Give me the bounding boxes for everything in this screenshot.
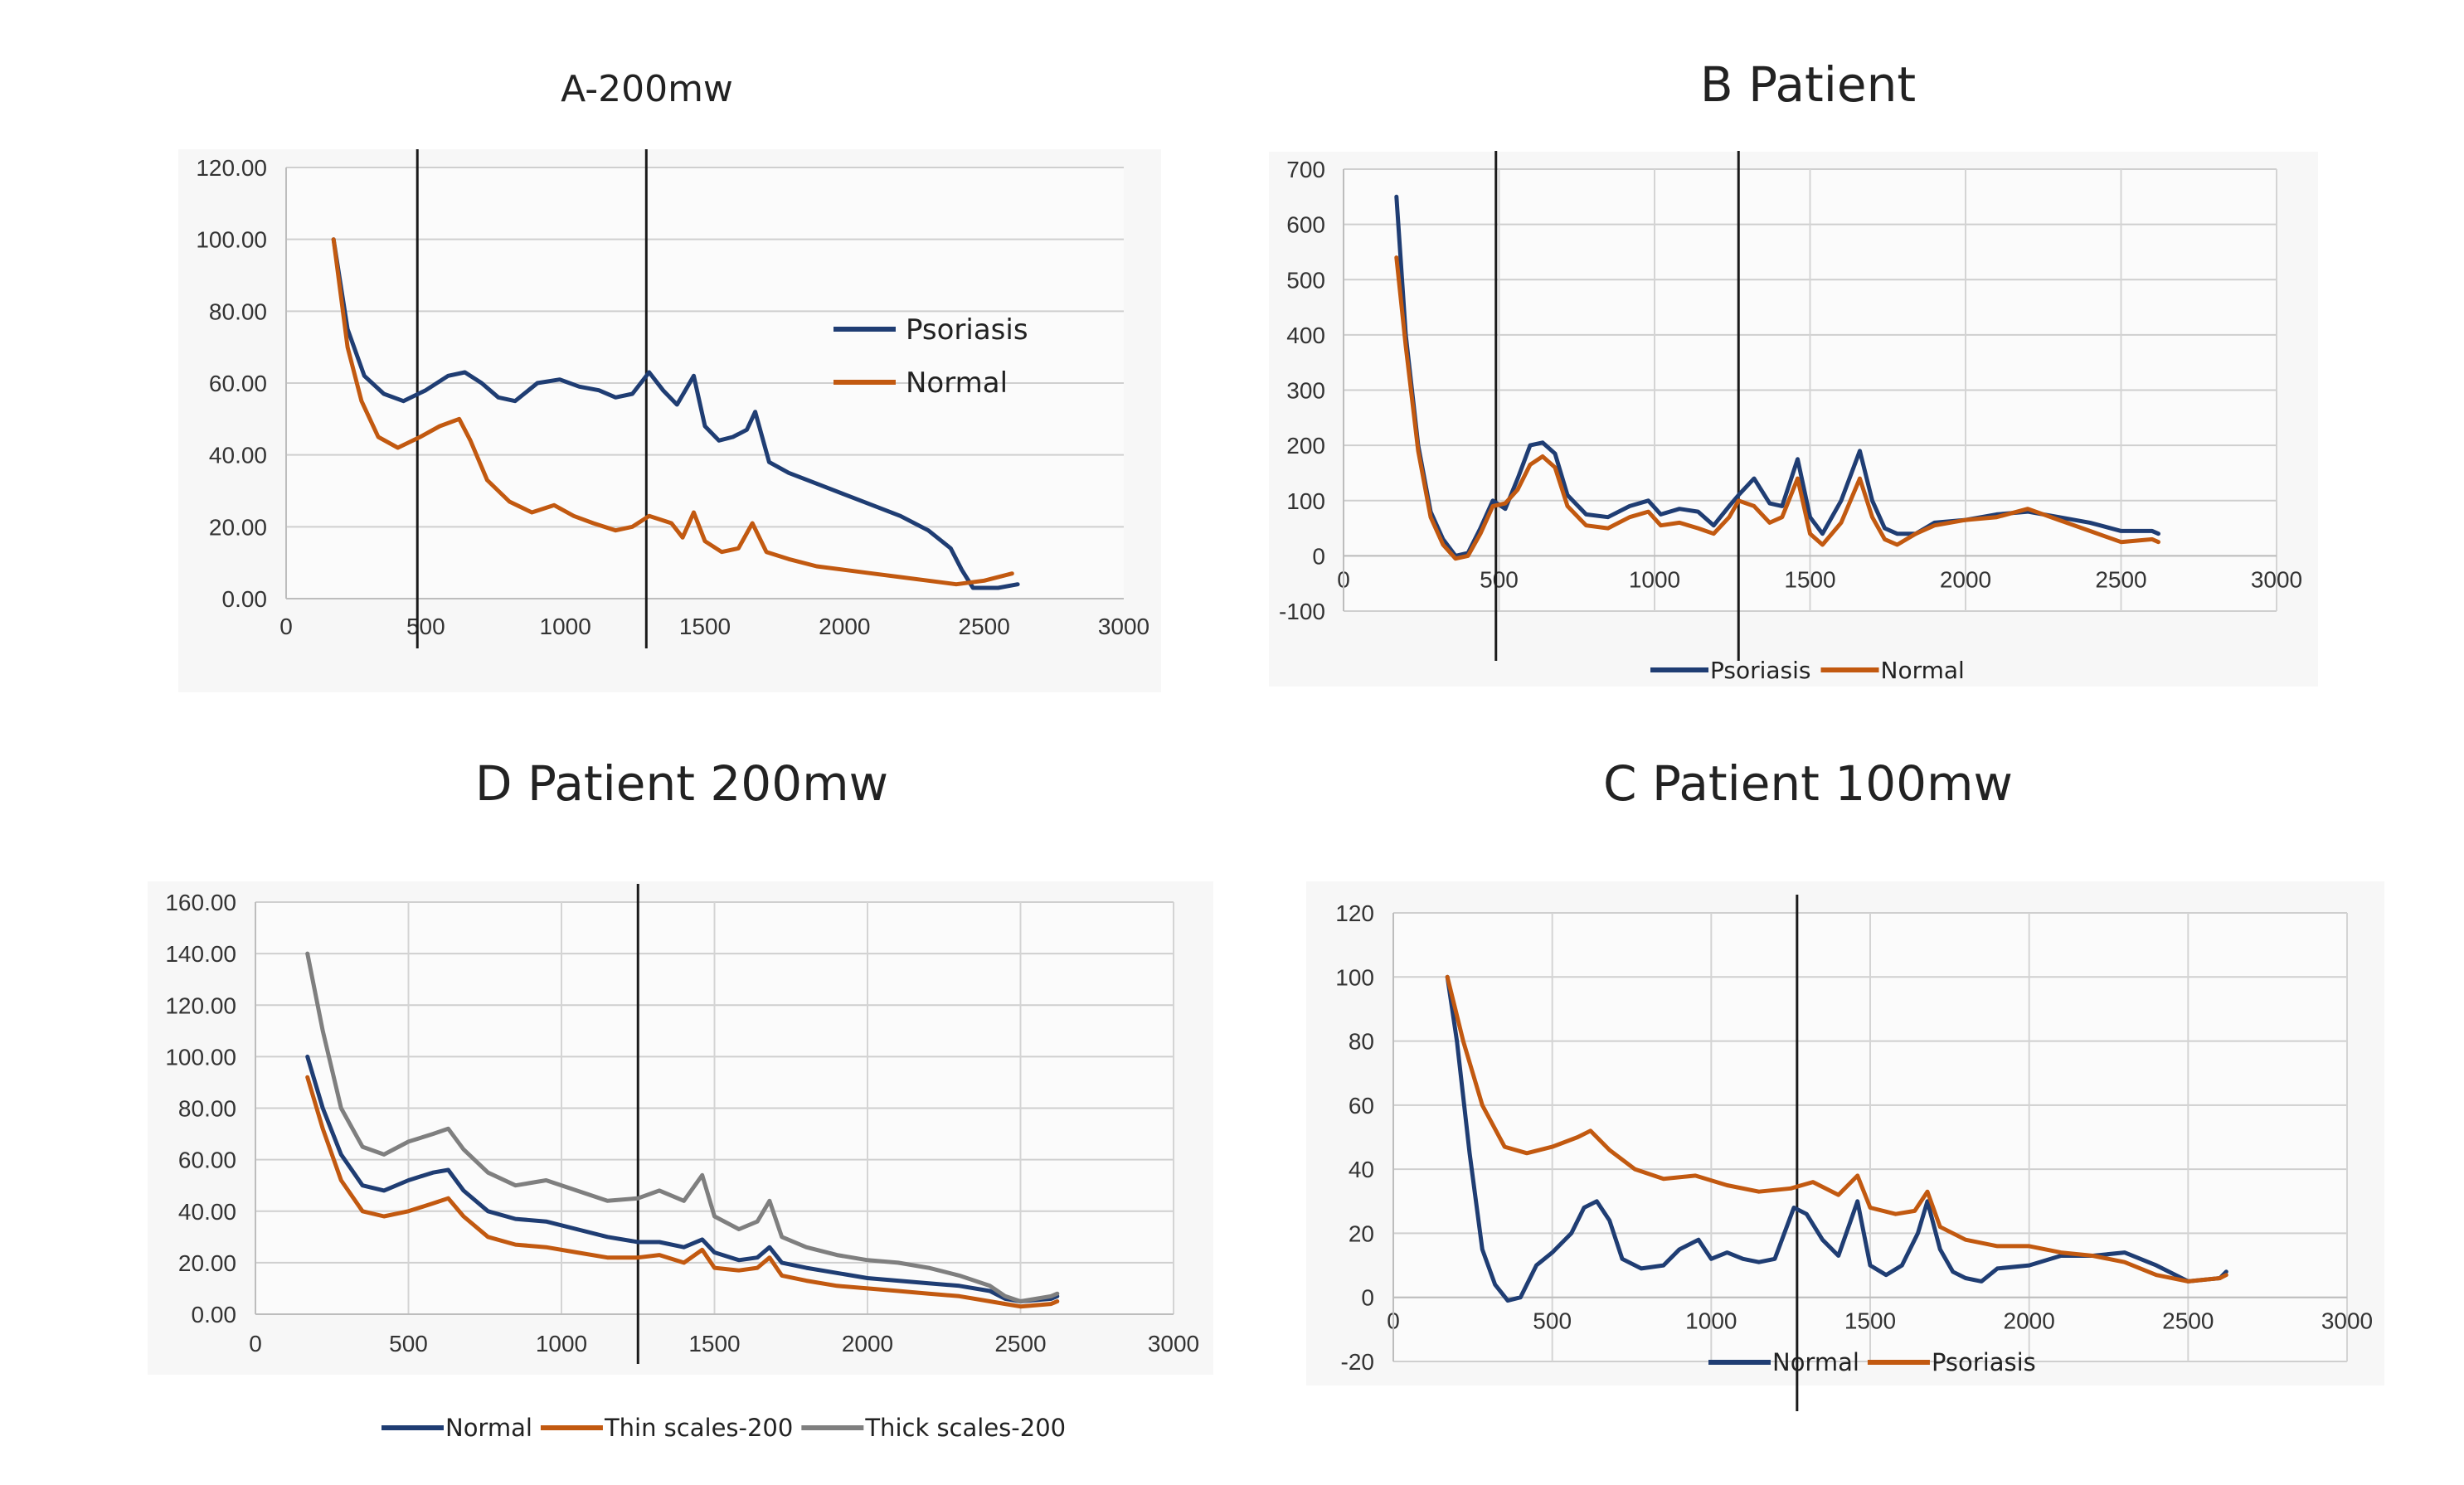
y-tick-label: 600	[1286, 212, 1325, 238]
x-tick-label: 2500	[2095, 566, 2146, 592]
y-tick-label: 20.00	[178, 1250, 236, 1276]
x-tick-label: 1000	[536, 1331, 587, 1356]
x-tick-label: 500	[406, 614, 445, 639]
x-tick-label: 2500	[2162, 1308, 2214, 1334]
series-line-normal	[331, 237, 1014, 587]
x-tick-label: 2500	[994, 1331, 1046, 1356]
legend-label: Normal	[1881, 657, 1965, 684]
legend-label: Psoriasis	[1710, 657, 1811, 684]
chart-b: B Patient-100010020030040050060070005001…	[1269, 56, 2318, 687]
x-tick-label: 500	[1533, 1308, 1572, 1334]
y-tick-label: 120.00	[165, 992, 236, 1018]
legend-label: Normal	[1772, 1348, 1859, 1376]
legend: Normal Thin scales-200 Thick scales-200	[382, 1414, 1066, 1442]
y-tick-label: 200	[1286, 433, 1325, 459]
x-tick-label: 2000	[2004, 1308, 2055, 1334]
y-tick-label: 20.00	[209, 514, 267, 540]
x-tick-label: 2000	[842, 1331, 893, 1356]
x-tick-label: 3000	[1098, 614, 1149, 639]
legend-label: Thick scales-200	[864, 1414, 1066, 1442]
chart-title: D Patient 200mw	[475, 755, 888, 812]
y-tick-label: -20	[1341, 1349, 1374, 1375]
x-tick-label: 1500	[679, 614, 731, 639]
y-tick-label: 100.00	[165, 1044, 236, 1070]
x-tick-label: 1000	[540, 614, 591, 639]
chart-title: C Patient 100mw	[1603, 755, 2013, 812]
y-tick-label: 700	[1286, 157, 1325, 182]
legend-label: Thin scales-200	[604, 1414, 793, 1442]
y-tick-label: 60.00	[178, 1148, 236, 1173]
series-line-normal	[1445, 974, 2228, 1303]
x-tick-label: 3000	[2321, 1308, 2373, 1334]
y-tick-label: 0	[1312, 543, 1325, 569]
x-tick-label: 2500	[959, 614, 1010, 639]
series-line-thin-scales-200	[305, 1075, 1060, 1309]
legend-label: Psoriasis	[906, 313, 1028, 347]
y-tick-label: 100	[1286, 488, 1325, 514]
x-tick-label: 3000	[1148, 1331, 1199, 1356]
y-tick-label: 80	[1349, 1029, 1374, 1055]
y-tick-label: 400	[1286, 323, 1325, 348]
legend-label: Psoriasis	[1932, 1348, 2036, 1376]
legend: Psoriasis Normal	[1650, 657, 1965, 684]
legend: Normal Psoriasis	[1708, 1348, 2036, 1376]
y-tick-label: 100	[1335, 964, 1374, 990]
x-tick-label: 0	[249, 1331, 262, 1356]
y-tick-label: 0.00	[192, 1302, 237, 1327]
legend: Psoriasis Normal	[833, 313, 1028, 400]
y-tick-label: 100.00	[196, 227, 267, 253]
y-tick-label: -100	[1279, 599, 1325, 624]
y-tick-label: 120.00	[196, 155, 267, 181]
x-tick-label: 1500	[1844, 1308, 1896, 1334]
legend-label: Normal	[906, 366, 1008, 400]
series-line-thick-scales-200	[305, 951, 1060, 1303]
y-tick-label: 80.00	[209, 298, 267, 324]
x-tick-label: 500	[389, 1331, 428, 1356]
chart-title: B Patient	[1700, 56, 1916, 113]
y-tick-label: 60	[1349, 1093, 1374, 1119]
y-tick-label: 160.00	[165, 890, 236, 915]
chart-d: D Patient 200mw 0.00 20.00 40.00 60.00 80.00 1…	[148, 755, 1213, 1442]
chart-c: C Patient 100mw-200204060801001200500100…	[1306, 755, 2384, 1411]
y-tick-label: 0	[1361, 1285, 1374, 1311]
x-tick-label: 2000	[819, 614, 870, 639]
series-line-normal	[305, 1054, 1060, 1303]
y-tick-label: 40.00	[209, 443, 267, 468]
y-tick-label: 40.00	[178, 1199, 236, 1225]
y-tick-label: 500	[1286, 267, 1325, 293]
y-tick-label: 120	[1335, 900, 1374, 926]
y-tick-label: 0.00	[222, 586, 268, 612]
x-tick-label: 0	[279, 614, 293, 639]
x-tick-label: 2000	[1940, 566, 1991, 592]
chart-title: A-200mw	[561, 68, 733, 110]
legend-label: Normal	[445, 1414, 532, 1442]
x-tick-label: 1500	[1784, 566, 1835, 592]
y-tick-label: 140.00	[165, 941, 236, 967]
series-line-normal	[1394, 255, 2160, 561]
y-tick-label: 40	[1349, 1157, 1374, 1182]
series-line-psoriasis	[1445, 974, 2228, 1284]
x-tick-label: 1000	[1629, 566, 1680, 592]
x-tick-label: 1500	[688, 1331, 740, 1356]
x-tick-label: 500	[1480, 566, 1519, 592]
y-tick-label: 60.00	[209, 371, 267, 396]
series-line-psoriasis	[331, 237, 1020, 590]
y-tick-label: 300	[1286, 378, 1325, 404]
x-tick-label: 3000	[2251, 566, 2302, 592]
x-tick-label: 1000	[1685, 1308, 1737, 1334]
y-tick-label: 80.00	[178, 1096, 236, 1122]
y-tick-label: 20	[1349, 1221, 1374, 1246]
chart-a: A-200mw 0.00 20.00 40.00 60.00 80.00 100.00 120…	[178, 68, 1161, 692]
